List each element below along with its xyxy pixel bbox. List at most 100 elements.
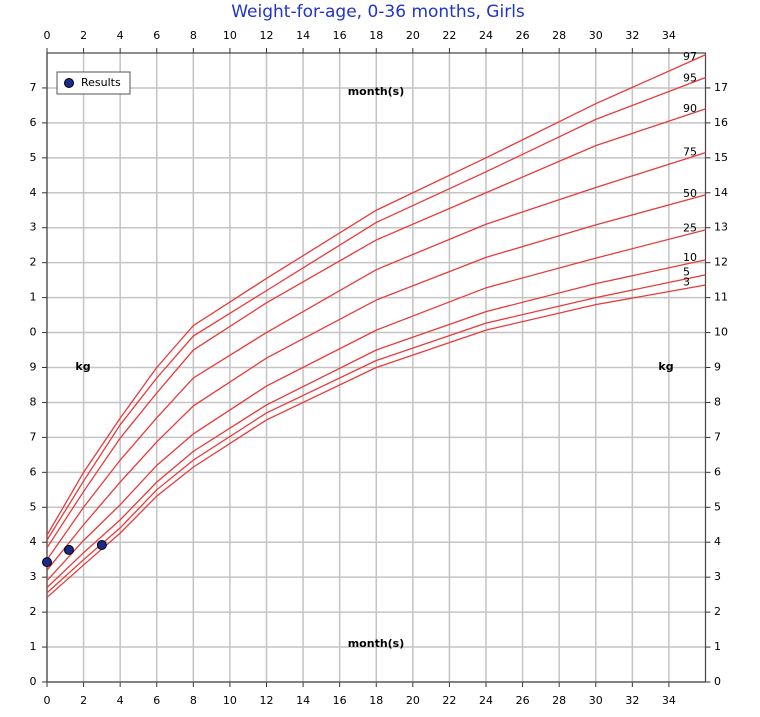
y-tick-label: 4 bbox=[30, 535, 37, 548]
x-axis-label: month(s) bbox=[348, 637, 405, 650]
x-tick-label: 10 bbox=[223, 29, 237, 42]
y-tick-label: 3 bbox=[30, 570, 37, 583]
y2-tick-label: 16 bbox=[714, 116, 728, 129]
curve-label: 90 bbox=[683, 102, 697, 115]
percentile-curve bbox=[46, 194, 706, 571]
curve-label: 3 bbox=[683, 275, 690, 288]
x-tick-label: 28 bbox=[552, 694, 566, 707]
plot-area: 0022446688101012121414161618182020222224… bbox=[30, 29, 729, 707]
y2-tick-label: 17 bbox=[714, 81, 728, 94]
y-tick-label: 6 bbox=[30, 465, 37, 478]
curve-label: 25 bbox=[683, 222, 697, 235]
x-tick-label: 30 bbox=[589, 694, 603, 707]
result-point bbox=[63, 544, 74, 555]
y-tick-label: 4 bbox=[30, 186, 37, 199]
x-tick-label: 28 bbox=[552, 29, 566, 42]
x-tick-label: 12 bbox=[260, 694, 274, 707]
y2-tick-label: 10 bbox=[714, 326, 728, 339]
y-tick-label: 9 bbox=[30, 361, 37, 374]
x-tick-label: 8 bbox=[190, 29, 197, 42]
percentile-curve bbox=[46, 259, 706, 589]
x-tick-label: 4 bbox=[117, 694, 124, 707]
x-tick-label: 6 bbox=[153, 694, 160, 707]
y2-tick-label: 14 bbox=[714, 186, 728, 199]
x-tick-label: 14 bbox=[296, 29, 310, 42]
y-tick-label: 7 bbox=[30, 430, 37, 443]
y-axis-label: kg bbox=[658, 360, 673, 373]
x-tick-label: 6 bbox=[153, 29, 160, 42]
percentile-curve bbox=[46, 76, 706, 541]
y2-tick-label: 9 bbox=[714, 361, 721, 374]
y2-tick-label: 13 bbox=[714, 221, 728, 234]
x-tick-label: 24 bbox=[479, 694, 493, 707]
x-tick-label: 0 bbox=[44, 694, 51, 707]
legend-label: Results bbox=[81, 76, 121, 89]
curve-label: 95 bbox=[683, 71, 697, 84]
x-tick-label: 32 bbox=[625, 29, 639, 42]
y2-tick-label: 0 bbox=[714, 675, 721, 688]
percentile-curve bbox=[46, 151, 706, 561]
y2-tick-label: 6 bbox=[714, 465, 721, 478]
y2-tick-label: 4 bbox=[714, 535, 721, 548]
x-tick-label: 4 bbox=[117, 29, 124, 42]
x-tick-label: 22 bbox=[442, 694, 456, 707]
curve-label: 75 bbox=[683, 145, 697, 158]
curve-label: 50 bbox=[683, 187, 697, 200]
y-tick-label: 6 bbox=[30, 116, 37, 129]
y-tick-label: 0 bbox=[30, 675, 37, 688]
x-tick-label: 32 bbox=[625, 694, 639, 707]
curve-label: 10 bbox=[683, 251, 697, 264]
percentile-curve bbox=[46, 229, 706, 582]
result-point bbox=[96, 540, 107, 551]
y-tick-label: 2 bbox=[30, 605, 37, 618]
y-tick-label: 0 bbox=[30, 326, 37, 339]
y-tick-label: 7 bbox=[30, 81, 37, 94]
y-tick-label: 3 bbox=[30, 221, 37, 234]
y2-tick-label: 7 bbox=[714, 430, 721, 443]
legend-box bbox=[56, 71, 131, 95]
x-tick-label: 2 bbox=[80, 694, 87, 707]
x-tick-label: 16 bbox=[333, 29, 347, 42]
y2-tick-label: 2 bbox=[714, 605, 721, 618]
x-tick-label: 10 bbox=[223, 694, 237, 707]
x-tick-label: 30 bbox=[589, 29, 603, 42]
y-tick-label: 2 bbox=[30, 256, 37, 269]
y2-tick-label: 8 bbox=[714, 395, 721, 408]
x-tick-label: 20 bbox=[406, 29, 420, 42]
result-point bbox=[42, 557, 52, 568]
x-tick-label: 18 bbox=[369, 694, 383, 707]
y-tick-label: 5 bbox=[30, 500, 37, 513]
y-tick-label: 1 bbox=[30, 291, 37, 304]
y-axis-label: kg bbox=[75, 360, 90, 373]
y2-tick-label: 1 bbox=[714, 640, 721, 653]
x-tick-label: 0 bbox=[44, 29, 51, 42]
x-tick-label: 22 bbox=[442, 29, 456, 42]
y-tick-label: 8 bbox=[30, 395, 37, 408]
x-tick-label: 26 bbox=[516, 694, 530, 707]
curve-label: 97 bbox=[683, 50, 697, 63]
x-tick-label: 20 bbox=[406, 694, 420, 707]
x-tick-label: 2 bbox=[80, 29, 87, 42]
percentile-curve bbox=[46, 54, 706, 536]
x-tick-label: 12 bbox=[260, 29, 274, 42]
legend-marker bbox=[64, 78, 74, 88]
y2-tick-label: 5 bbox=[714, 500, 721, 513]
y2-tick-label: 11 bbox=[714, 291, 728, 304]
y-tick-label: 1 bbox=[30, 640, 37, 653]
percentile-curve bbox=[46, 108, 706, 549]
y-tick-label: 5 bbox=[30, 151, 37, 164]
x-tick-label: 8 bbox=[190, 694, 197, 707]
y2-tick-label: 3 bbox=[714, 570, 721, 583]
x-tick-label: 34 bbox=[662, 29, 676, 42]
y2-tick-label: 15 bbox=[714, 151, 728, 164]
y2-tick-label: 12 bbox=[714, 256, 728, 269]
x-tick-label: 14 bbox=[296, 694, 310, 707]
x-tick-label: 24 bbox=[479, 29, 493, 42]
x-tick-label: 16 bbox=[333, 694, 347, 707]
x-tick-label: 34 bbox=[662, 694, 676, 707]
x-tick-label: 26 bbox=[516, 29, 530, 42]
chart-title: Weight-for-age, 0-36 months, Girls bbox=[231, 2, 525, 22]
curve-label: 5 bbox=[683, 266, 690, 279]
